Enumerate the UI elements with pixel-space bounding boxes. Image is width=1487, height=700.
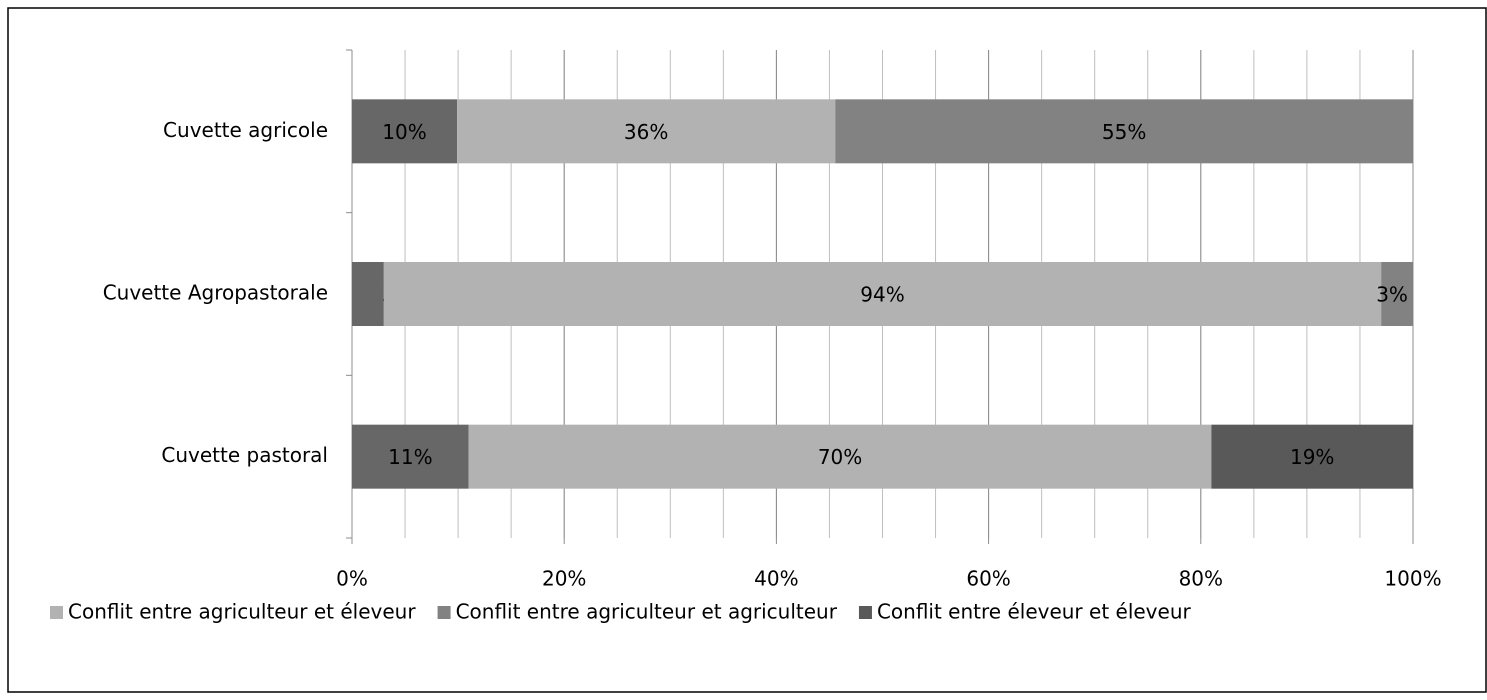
legend-label: Conflit entre éleveur et éleveur xyxy=(877,600,1192,624)
bar-segment xyxy=(352,262,384,326)
y-tick-label: Cuvette Agropastorale xyxy=(103,281,328,305)
legend-label: Conflit entre agriculteur et éleveur xyxy=(68,600,416,624)
data-label: 70% xyxy=(818,445,862,469)
x-tick-label: 80% xyxy=(1179,567,1223,591)
chart-border xyxy=(7,7,1487,693)
data-label: 19% xyxy=(1290,445,1334,469)
legend-swatch xyxy=(50,606,63,619)
bar-segment xyxy=(1211,424,1413,489)
data-label: 94% xyxy=(860,283,904,307)
legend-label: Conflit entre agriculteur et agriculteur xyxy=(456,600,838,624)
y-tick-label: Cuvette agricole xyxy=(163,118,328,142)
x-tick-label: 60% xyxy=(966,567,1010,591)
data-label: 55% xyxy=(1102,120,1146,144)
bar-segment xyxy=(383,262,1382,326)
bar-segment xyxy=(468,424,1212,489)
bar-segment xyxy=(352,99,458,164)
x-tick-label: 20% xyxy=(542,567,586,591)
y-tick-label: Cuvette pastoral xyxy=(161,443,328,467)
bar-segment xyxy=(835,99,1413,164)
data-label: 36% xyxy=(624,120,668,144)
bar-segment xyxy=(1381,262,1413,326)
bar-segment xyxy=(457,99,836,164)
data-label: 3% xyxy=(1376,283,1408,307)
x-tick-label: 40% xyxy=(754,567,798,591)
x-tick-label: 0% xyxy=(336,567,368,591)
data-label: 11% xyxy=(388,445,432,469)
x-tick-label: 100% xyxy=(1384,567,1441,591)
bar-segment xyxy=(352,424,469,489)
legend-swatch xyxy=(858,606,872,619)
data-label: 10% xyxy=(382,120,426,144)
legend-swatch xyxy=(437,606,451,619)
